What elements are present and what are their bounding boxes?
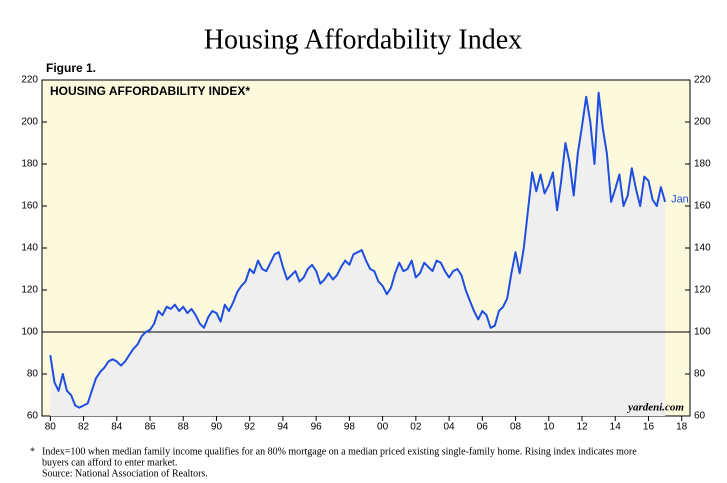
- x-tick-label: 90: [211, 422, 223, 433]
- x-tick-label: 88: [178, 422, 190, 433]
- x-tick-label: 02: [410, 422, 422, 433]
- x-tick-label: 80: [45, 422, 57, 433]
- x-tick-label: 12: [576, 422, 588, 433]
- x-tick-label: 98: [344, 422, 356, 433]
- footnote: Source: National Association of Realtors…: [42, 468, 208, 479]
- y-tick-label: 80: [694, 369, 706, 380]
- footnote: Index=100 when median family income qual…: [42, 446, 637, 457]
- y-tick-label: 200: [21, 117, 38, 128]
- y-tick-label: 100: [21, 327, 38, 338]
- x-tick-label: 96: [311, 422, 323, 433]
- x-tick-label: 86: [144, 422, 156, 433]
- x-tick-label: 00: [377, 422, 389, 433]
- inner-title: HOUSING AFFORDABILITY INDEX*: [50, 84, 250, 98]
- y-tick-label: 140: [694, 243, 711, 254]
- line: [49, 91, 667, 409]
- y-tick-label: 180: [21, 159, 38, 170]
- figure-label: Figure 1.: [46, 61, 96, 75]
- x-tick-label: 94: [277, 422, 289, 433]
- x-tick-label: 92: [244, 422, 256, 433]
- x-tick-label: 18: [676, 422, 688, 433]
- area: [50, 92, 666, 416]
- end-label: Jan: [671, 194, 689, 206]
- y-tick-label: 160: [21, 201, 38, 212]
- y-tick-label: 100: [694, 327, 711, 338]
- y-tick-label: 80: [27, 369, 39, 380]
- watermark: yardeni.com: [626, 402, 684, 414]
- footnote-marker: *: [30, 446, 35, 457]
- x-tick-label: 14: [610, 422, 622, 433]
- x-tick-label: 06: [477, 422, 489, 433]
- x-tick-label: 82: [78, 422, 90, 433]
- y-tick-label: 180: [694, 159, 711, 170]
- y-tick-label: 160: [694, 201, 711, 212]
- x-tick-label: 04: [444, 422, 456, 433]
- y-tick-label: 60: [694, 411, 706, 422]
- y-tick-label: 220: [694, 75, 711, 86]
- y-tick-label: 220: [21, 75, 38, 86]
- x-tick-label: 08: [510, 422, 522, 433]
- y-tick-label: 200: [694, 117, 711, 128]
- chart-title: Housing Affordability Index: [204, 24, 522, 55]
- y-tick-label: 60: [27, 411, 39, 422]
- x-tick-label: 84: [111, 422, 123, 433]
- y-tick-label: 120: [694, 285, 711, 296]
- y-tick-label: 140: [21, 243, 38, 254]
- x-tick-label: 16: [643, 422, 655, 433]
- y-tick-label: 120: [21, 285, 38, 296]
- footnote: buyers can afford to enter market.: [42, 457, 177, 468]
- x-tick-label: 10: [543, 422, 555, 433]
